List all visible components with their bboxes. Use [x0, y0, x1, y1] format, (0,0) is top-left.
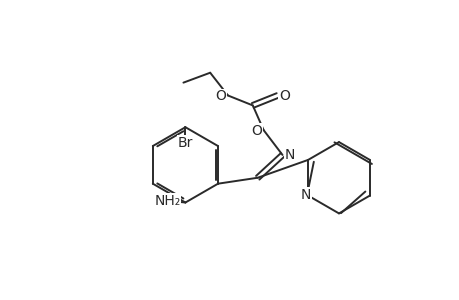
- Text: O: O: [279, 88, 289, 103]
- Text: O: O: [251, 124, 262, 138]
- Text: Br: Br: [177, 136, 193, 150]
- Text: O: O: [215, 89, 226, 103]
- Text: N: N: [284, 148, 294, 162]
- Text: NH₂: NH₂: [154, 194, 180, 208]
- Text: N: N: [300, 188, 311, 202]
